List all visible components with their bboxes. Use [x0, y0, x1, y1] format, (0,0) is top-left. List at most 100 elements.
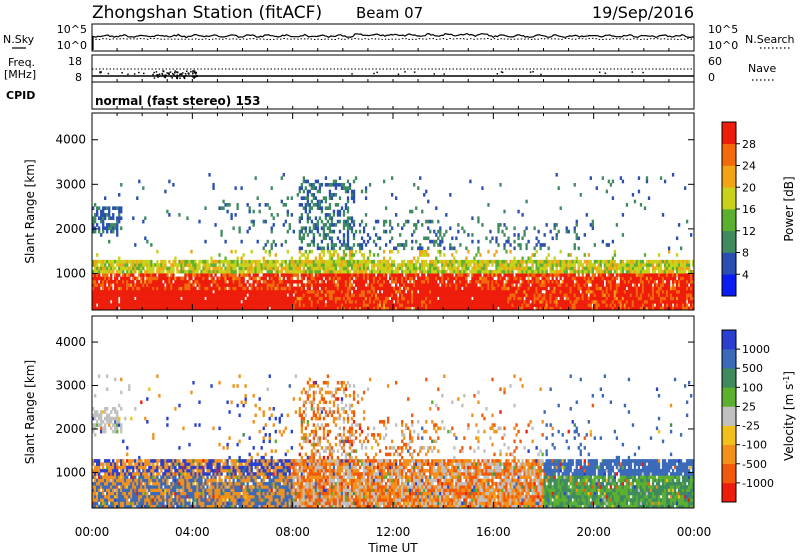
range-gate-cell [232, 266, 235, 271]
range-gate-cell [320, 239, 324, 244]
range-gate-cell [360, 289, 364, 294]
range-gate-cell [603, 266, 607, 271]
range-gate-cell [585, 259, 588, 264]
range-gate-cell [266, 293, 269, 297]
range-gate-cell [228, 259, 231, 264]
range-gate-cell [415, 206, 418, 211]
range-gate-cell [334, 203, 338, 207]
range-gate-cell [106, 293, 109, 297]
range-gate-cell [653, 293, 657, 297]
range-gate-cell [399, 243, 402, 247]
range-gate-cell [94, 286, 97, 291]
range-gate-cell [657, 296, 661, 301]
range-gate-cell [94, 279, 97, 284]
range-gate-cell [158, 279, 161, 284]
range-gate-cell [132, 263, 135, 267]
range-gate-cell [208, 293, 211, 297]
range-gate-cell [601, 303, 604, 307]
range-gate-cell [352, 193, 356, 197]
range-gate-cell [577, 303, 580, 307]
range-gate-cell [384, 206, 388, 211]
range-gate-cell [397, 279, 400, 284]
range-gate-cell [238, 306, 241, 311]
nave-point [532, 71, 534, 73]
range-gate-cell [176, 283, 179, 287]
range-gate-cell [449, 289, 452, 294]
range-gate-cell [445, 289, 448, 294]
range-gate-cell [138, 273, 141, 277]
range-gate-cell [268, 283, 271, 287]
range-gate-cell [112, 226, 115, 231]
range-gate-cell [210, 259, 213, 264]
range-gate-cell [451, 236, 454, 241]
nave-point [171, 77, 173, 79]
range-gate-cell [98, 229, 101, 234]
range-gate-cell [443, 289, 446, 294]
range-gate-cell [415, 303, 418, 307]
range-gate-cell [178, 296, 181, 301]
range-gate-cell [330, 266, 334, 271]
range-gate-cell [611, 266, 615, 271]
range-gate-cell [142, 293, 145, 297]
range-gate-cell [358, 306, 362, 311]
range-gate-cell [445, 263, 448, 267]
range-gate-cell [411, 209, 414, 214]
range-gate-cell [653, 266, 657, 271]
range-gate-cell [419, 246, 422, 251]
range-gate-cell [140, 283, 143, 287]
range-gate-cell [342, 226, 346, 231]
range-gate-cell [382, 283, 386, 287]
range-gate-cell [152, 296, 155, 301]
range-gate-cell [334, 249, 338, 254]
range-gate-cell [246, 279, 249, 284]
range-gate-cell [178, 299, 181, 304]
range-gate-cell [459, 276, 462, 281]
range-gate-cell [378, 306, 382, 311]
range-gate-cell [511, 283, 514, 287]
range-gate-cell [144, 299, 147, 304]
nave-point [529, 71, 532, 73]
range-gate-cell [535, 306, 538, 311]
range-gate-cell [645, 303, 649, 307]
range-gate-cell [102, 223, 105, 227]
range-gate-cell [172, 293, 175, 297]
range-gate-cell [599, 286, 602, 291]
range-gate-cell [549, 293, 552, 297]
range-gate-cell [386, 279, 390, 284]
range-gate-cell [102, 263, 105, 267]
range-gate-cell [533, 286, 536, 291]
range-gate-cell [505, 306, 508, 311]
range-gate-cell [316, 203, 320, 207]
range-gate-cell [390, 226, 394, 231]
range-gate-cell [491, 299, 494, 304]
range-gate-cell [583, 269, 586, 274]
range-gate-cell [280, 176, 283, 180]
range-gate-cell [356, 269, 360, 274]
range-gate-cell [577, 269, 580, 274]
range-gate-cell [274, 266, 277, 271]
range-gate-cell [403, 243, 406, 247]
range-gate-cell [439, 303, 442, 307]
range-gate-cell [324, 236, 328, 241]
range-gate-cell [393, 276, 396, 281]
range-gate-cell [280, 306, 283, 311]
range-gate-cell [409, 279, 412, 284]
range-gate-cell [314, 279, 318, 284]
range-gate-cell [471, 289, 474, 294]
range-gate-cell [306, 299, 310, 304]
range-gate-cell [292, 269, 295, 274]
range-gate-cell [174, 296, 177, 301]
range-gate-cell [256, 293, 259, 297]
range-gate-cell [298, 293, 301, 297]
range-gate-cell [272, 286, 275, 291]
range-gate-cell [477, 246, 480, 251]
range-gate-cell [517, 263, 520, 267]
range-gate-cell [411, 296, 414, 301]
range-gate-cell [280, 296, 283, 301]
range-gate-cell [477, 293, 480, 297]
range-gate-cell [326, 243, 330, 247]
range-gate-cell [647, 269, 651, 274]
range-gate-cell [529, 289, 532, 294]
range-gate-cell [330, 256, 334, 261]
range-gate-cell [631, 299, 635, 304]
